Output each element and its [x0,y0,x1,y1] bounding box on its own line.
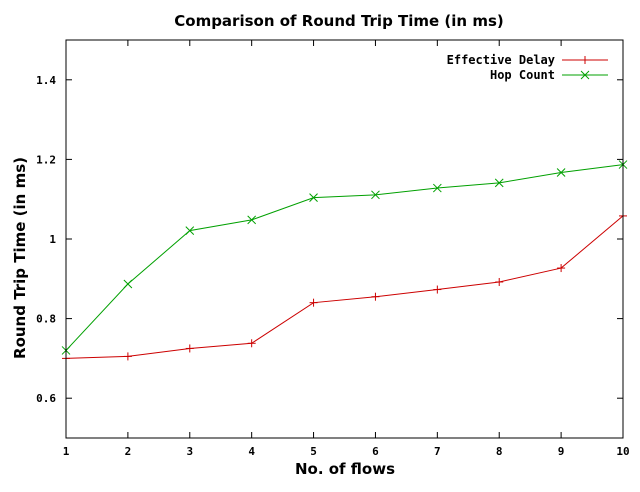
legend-label: Hop Count [490,68,555,82]
y-tick-label: 1.2 [36,153,56,166]
data-point-effective-delay [557,264,566,273]
data-point-hop-count [247,215,257,225]
data-point-effective-delay [247,339,256,348]
x-tick-label: 2 [125,445,132,458]
x-axis-label: No. of flows [295,460,395,478]
data-point-effective-delay [309,298,318,307]
x-tick-label: 9 [558,445,565,458]
data-point-hop-count [556,168,566,177]
legend-swatch-marker [580,70,590,80]
data-point-effective-delay [495,277,504,286]
data-point-hop-count [309,193,318,202]
x-tick-label: 3 [186,445,193,458]
legend-entry-hop-count: Hop Count [490,68,608,82]
plot-frame [65,39,624,439]
data-point-hop-count [432,183,442,193]
y-tick-label: 0.8 [36,313,56,326]
series-line-effective-delay [65,215,624,359]
y-tick-label: 1.4 [36,74,56,87]
y-axis-label: Round Trip Time (in ms) [11,157,29,359]
data-point-effective-delay [123,352,132,361]
chart-title: Comparison of Round Trip Time (in ms) [174,12,504,30]
data-point-hop-count [123,279,133,289]
data-point-hop-count [494,178,504,188]
data-point-effective-delay [185,344,194,353]
ticks-layer: 1 2 3 4 5 6 7 8 9 10 0.6 0.8 1 1.2 1.4 [36,40,630,458]
series-line-hop-count [65,164,624,351]
legend-label: Effective Delay [447,53,555,67]
x-tick-label: 8 [496,445,503,458]
x-tick-label: 10 [616,445,629,458]
data-point-hop-count [371,190,380,200]
legend-swatch-marker [581,56,589,64]
data-point-effective-delay [433,285,442,294]
x-tick-label: 7 [434,445,441,458]
data-point-hop-count [185,226,195,235]
legend-entry-effective-delay: Effective Delay [447,53,608,67]
x-tick-label: 5 [310,445,317,458]
series-layer [61,160,628,363]
x-tick-label: 4 [248,445,255,458]
x-tick-label: 1 [63,445,70,458]
y-tick-label: 0.6 [36,392,56,405]
data-point-effective-delay [371,292,380,301]
x-tick-label: 6 [372,445,379,458]
y-tick-label: 1 [49,233,56,246]
